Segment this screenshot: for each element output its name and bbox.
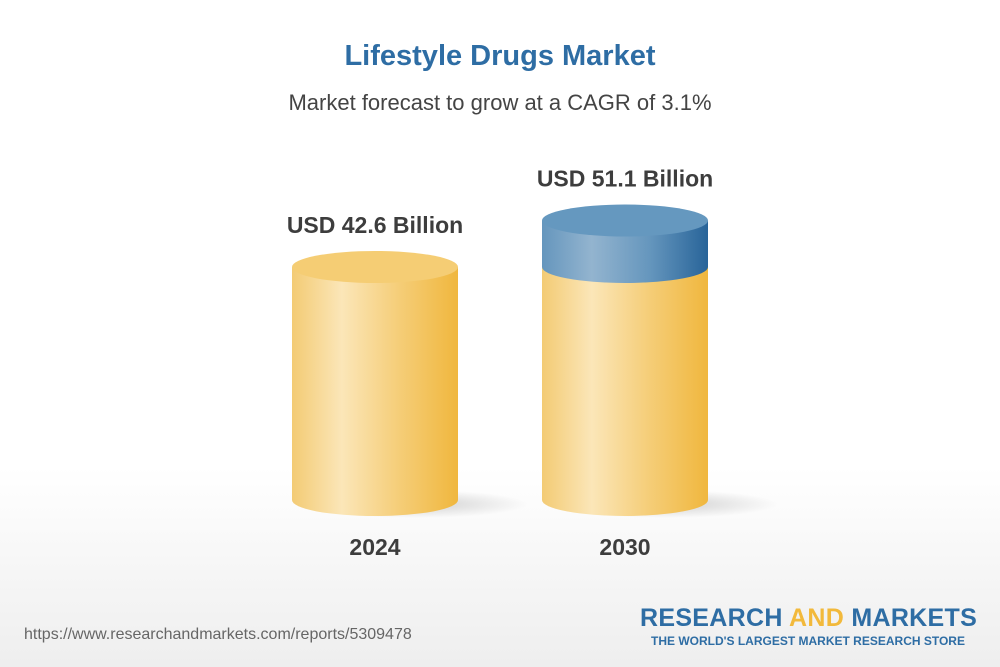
logo-tagline: THE WORLD'S LARGEST MARKET RESEARCH STOR…: [651, 634, 965, 648]
logo-text-markets: MARKETS: [844, 604, 978, 632]
data-label-2024: USD 42.6 Billion: [287, 212, 463, 238]
logo-text-research: RESEARCH: [640, 604, 790, 632]
category-label-2030: 2030: [599, 534, 650, 560]
research-and-markets-logo: RESEARCH AND MARKETS THE WORLD'S LARGEST…: [640, 604, 978, 648]
source-url[interactable]: https://www.researchandmarkets.com/repor…: [24, 626, 412, 643]
category-label-2024: 2024: [349, 534, 400, 560]
bar-base-2024: [292, 267, 458, 516]
bar-base-2030: [542, 267, 708, 516]
data-label-2030: USD 51.1 Billion: [537, 166, 713, 192]
bar-growth-2030: [542, 220, 708, 283]
chart-subtitle: Market forecast to grow at a CAGR of 3.1…: [288, 90, 712, 115]
chart-title: Lifestyle Drugs Market: [344, 40, 656, 72]
cylinder-top-2024: [292, 251, 458, 283]
cylinder-top-2030: [542, 204, 708, 237]
logo-text-and: AND: [789, 604, 845, 632]
